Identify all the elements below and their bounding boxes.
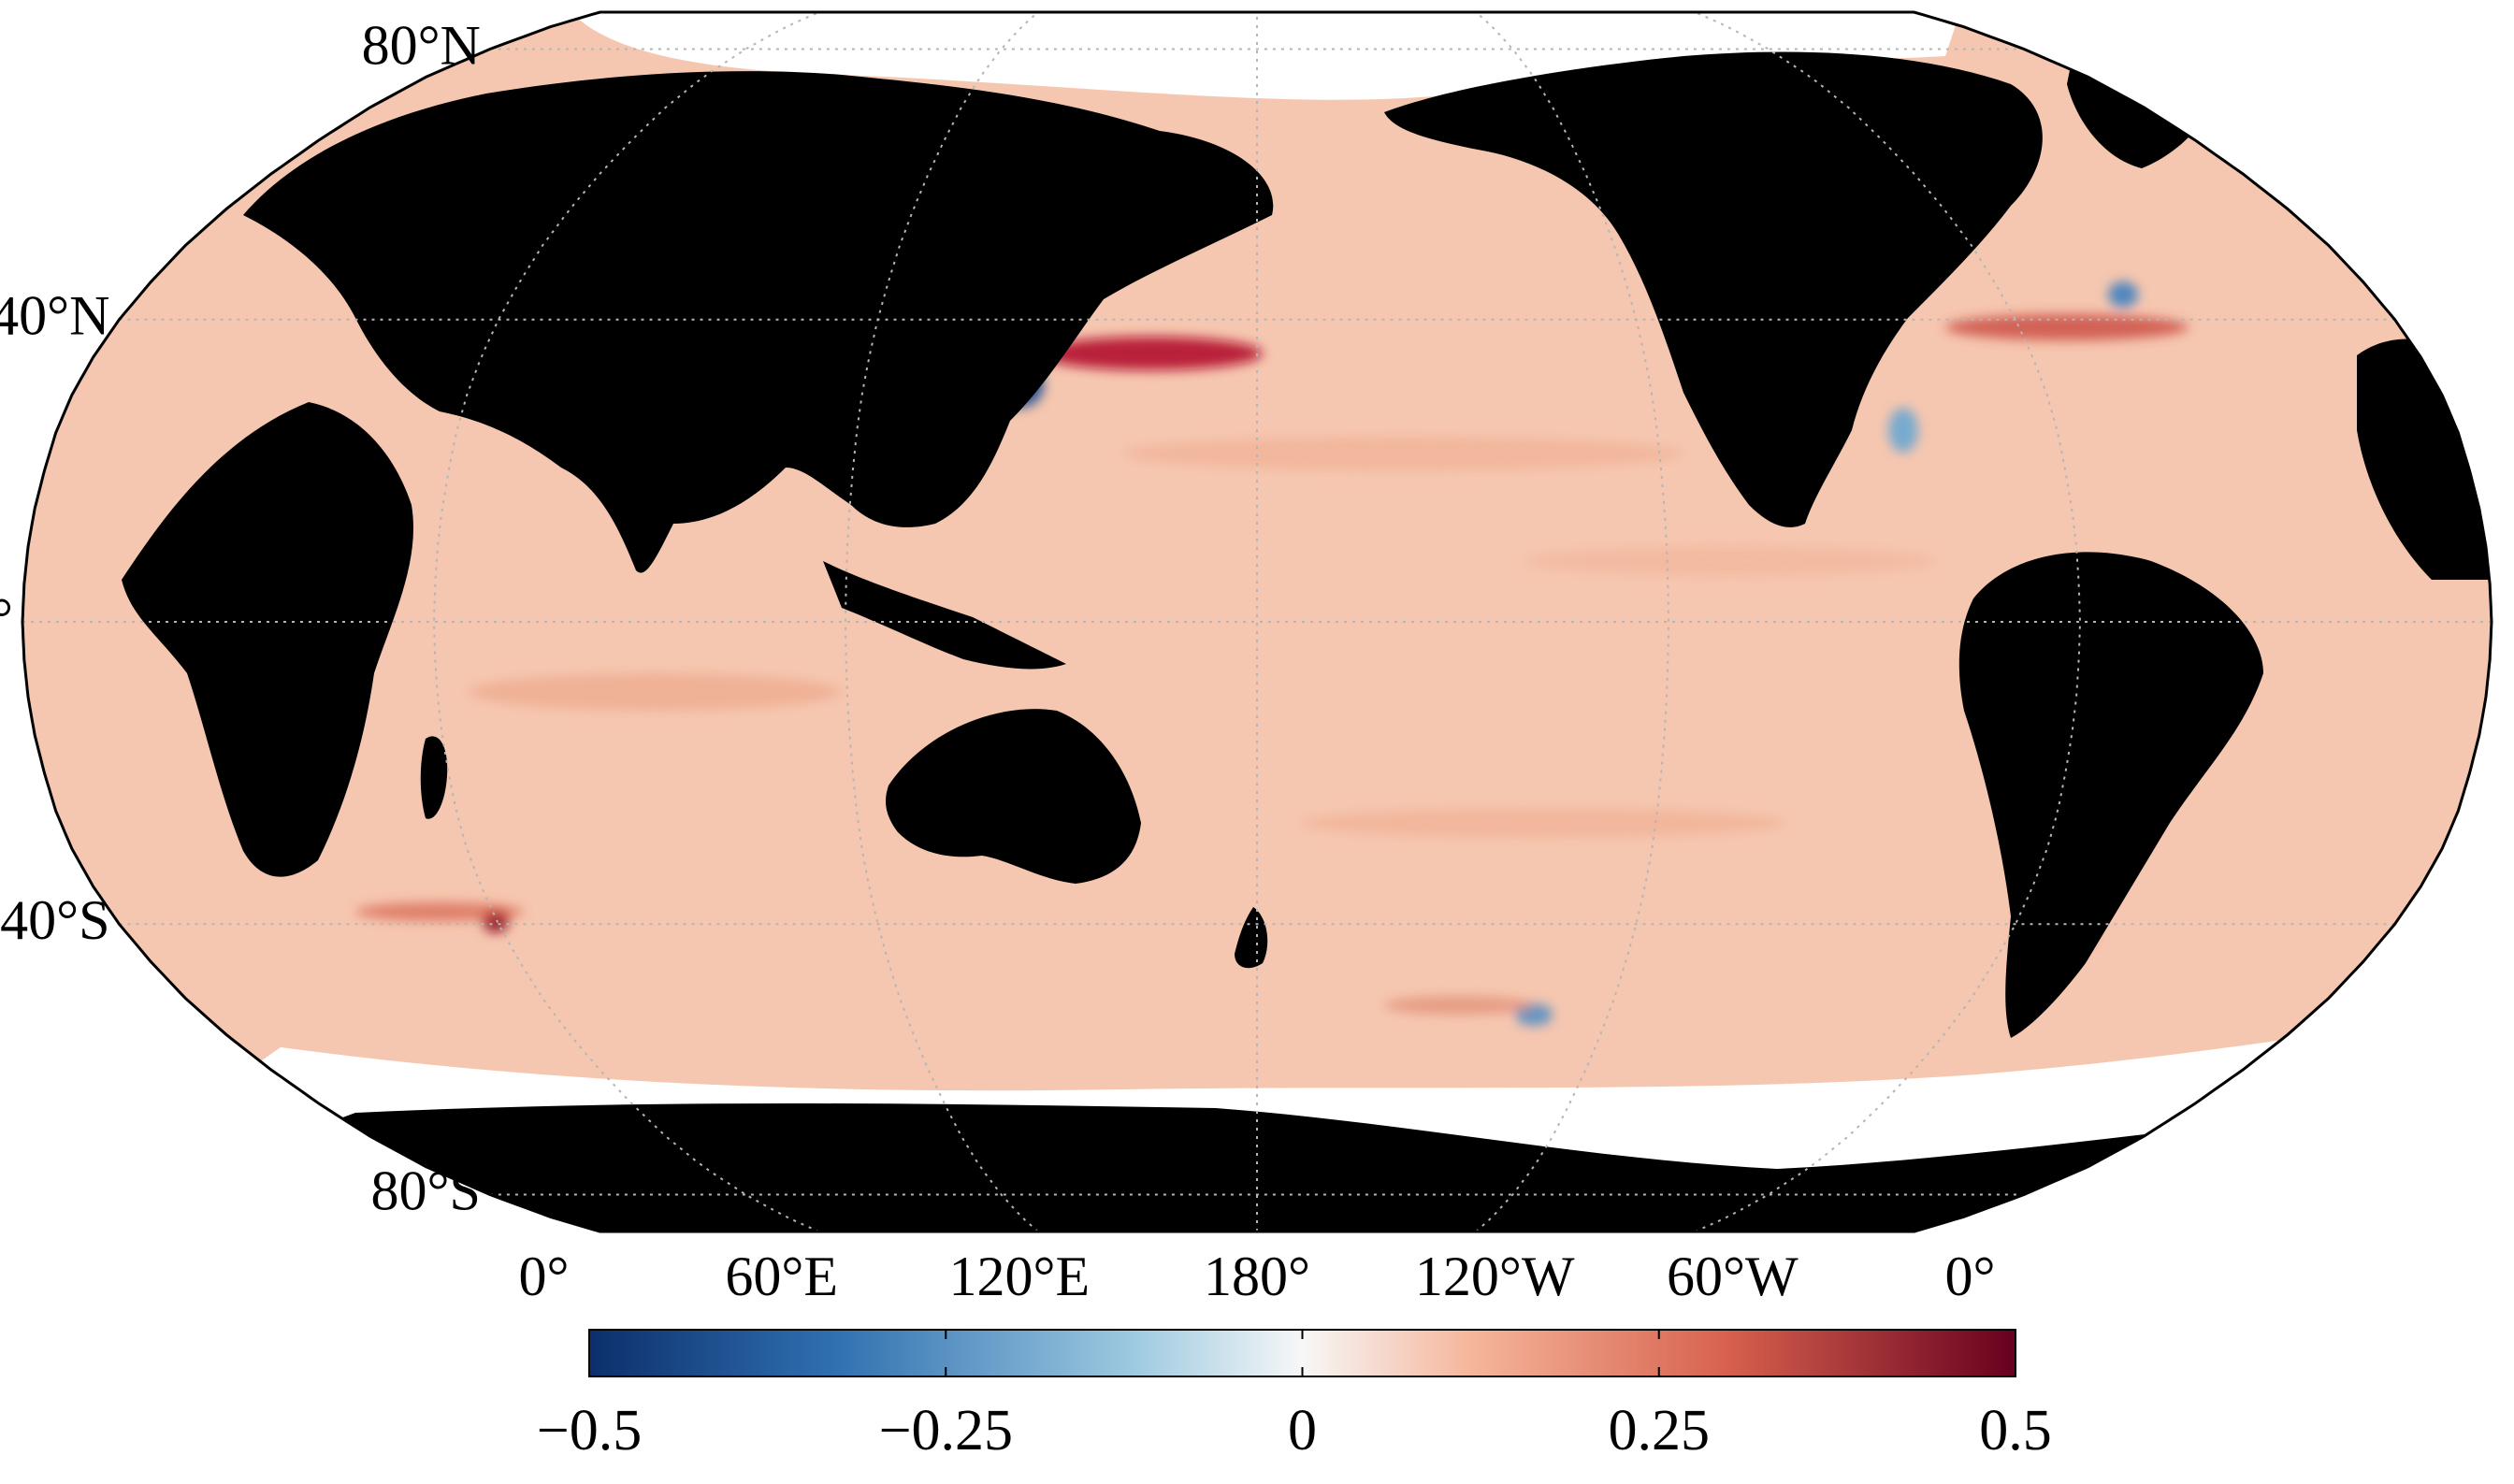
lon-label-0-west: 0° [519,1246,570,1307]
land-madagascar [420,736,448,819]
graticule-meridian [1694,12,2082,1232]
land-masses [22,29,2492,1232]
colorbar-tick-label-neg-0-25: −0.25 [879,1399,1013,1462]
arctic-missing-data [561,12,1964,100]
colorbar-tick-label-neg-0-5: −0.5 [537,1399,642,1462]
north-pacific-band [1122,437,1683,470]
kuroshio-positive-anomaly [1038,337,1263,370]
latitude-labels: 80°N 40°N 0° 40°S 80°S [0,14,481,1221]
lon-label-0-east: 0° [1945,1246,1996,1307]
graticule-meridian [432,12,820,1232]
land-south-america [1958,552,2263,1038]
lat-label-40s: 40°S [0,889,109,951]
colorbar-ticks [588,1330,2016,1376]
gulf-of-mexico-anomaly [1888,408,1918,453]
land-antarctica [22,1103,2492,1232]
lon-label-60e: 60°E [725,1246,838,1307]
south-pacific-band [1300,808,1786,838]
colorbar-tick-label-0-5: 0.5 [1979,1399,2052,1462]
longitude-labels: 0° 60°E 120°E 180° 120°W 60°W 0° [519,1246,1996,1307]
agulhas-streak [355,902,524,921]
map-globe [22,12,2492,1232]
colorbar-tick-label-0: 0 [1288,1399,1317,1462]
lon-label-60w: 60°W [1667,1246,1799,1307]
lat-label-0: 0° [0,587,13,649]
land-north-america [1384,51,2043,527]
lon-label-120w: 120°W [1415,1246,1575,1307]
eastern-pacific-band [1524,546,1936,576]
map-frame [21,10,2493,1233]
land-new-zealand [1235,907,1268,969]
gulf-stream-positive-anomaly [1945,314,2189,340]
colorbar-tick-labels: −0.5 −0.25 0 0.25 0.5 [537,1399,2052,1462]
lat-label-40n: 40°N [0,284,110,346]
equatorial-indian-band [468,673,842,711]
land-australia [886,709,1141,884]
gulf-stream-negative-anomaly [2108,281,2138,308]
colorbar-tick-label-0-25: 0.25 [1609,1399,1711,1462]
colorbar: −0.5 −0.25 0 0.25 0.5 [537,1329,2052,1462]
land-africa [122,402,413,877]
lat-label-80s: 80°S [371,1160,481,1221]
land-indonesia [823,561,1066,670]
southern-ocean-positive [1384,996,1534,1015]
lat-label-80n: 80°N [362,14,481,76]
lon-label-180: 180° [1204,1246,1310,1307]
lon-label-120e: 120°E [948,1246,1090,1307]
land-eurasia [243,71,1274,573]
graticule [22,12,2492,1232]
